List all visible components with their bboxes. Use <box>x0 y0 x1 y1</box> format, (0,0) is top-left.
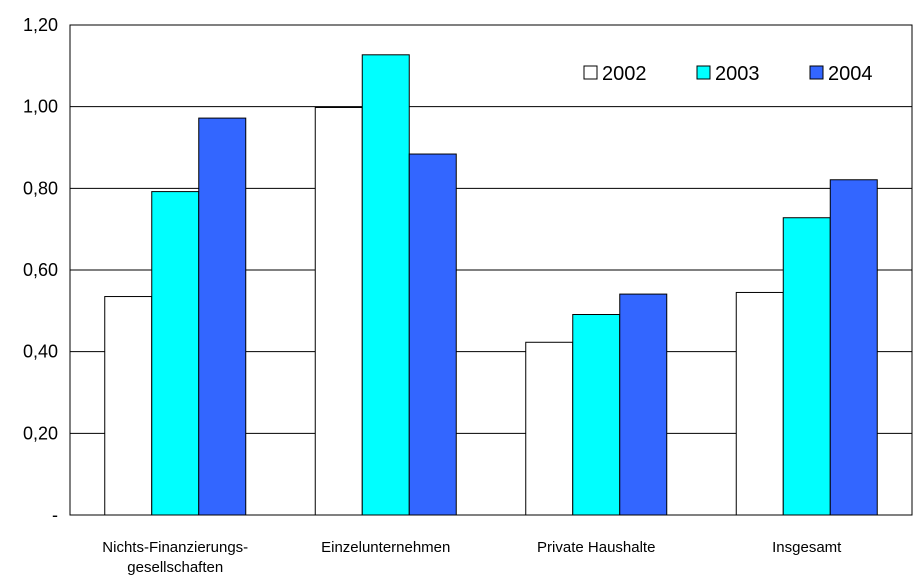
bar-2002-1 <box>314 106 363 516</box>
x-tick-label: Private Haushalte <box>537 539 655 556</box>
legend-label-2004: 2004 <box>828 63 873 85</box>
y-tick-label: 0,40 <box>23 342 58 362</box>
bar-2002-2 <box>525 341 574 516</box>
x-tick-label: gesellschaften <box>127 559 223 575</box>
x-tick-label: Einzelunternehmen <box>321 539 450 556</box>
y-tick-label: 0,20 <box>23 423 58 443</box>
y-tick-label: - <box>52 505 58 525</box>
y-tick-label: 1,20 <box>23 15 58 35</box>
bar-2002-3 <box>735 291 784 516</box>
legend-label-2002: 2002 <box>602 63 647 85</box>
x-tick-labels: Nichts-Finanzierungs-gesellschaften Einze… <box>102 539 842 575</box>
x-tick-label: Nichts-Finanzierungs- <box>102 539 248 556</box>
y-tick-label: 0,60 <box>23 260 58 280</box>
bars <box>104 54 878 516</box>
bar-2004-2 <box>619 293 668 516</box>
bar-2003-0 <box>151 191 200 516</box>
plot-frame <box>69 24 913 516</box>
bar-2002-0 <box>104 296 153 516</box>
bar-2004-3 <box>829 179 878 516</box>
legend-swatch-2003 <box>696 65 711 80</box>
x-tick-label: Insgesamt <box>772 539 842 556</box>
y-tick-label: 1,00 <box>23 97 58 117</box>
y-tick-labels: - 0,20 0,40 0,60 0,80 1,00 1,20 <box>23 15 58 525</box>
legend-label-2003: 2003 <box>715 63 760 85</box>
bar-2003-3 <box>782 217 831 516</box>
y-tick-label: 0,80 <box>23 178 58 198</box>
axes <box>69 24 913 516</box>
bar-2003-2 <box>572 314 621 516</box>
bar-2004-1 <box>408 153 457 516</box>
legend-swatch-2004 <box>809 65 824 80</box>
bar-2004-0 <box>198 117 247 516</box>
legend-swatch-2002 <box>583 65 598 80</box>
legend: 2002 2003 2004 <box>583 63 873 85</box>
bar-2003-1 <box>361 54 410 516</box>
